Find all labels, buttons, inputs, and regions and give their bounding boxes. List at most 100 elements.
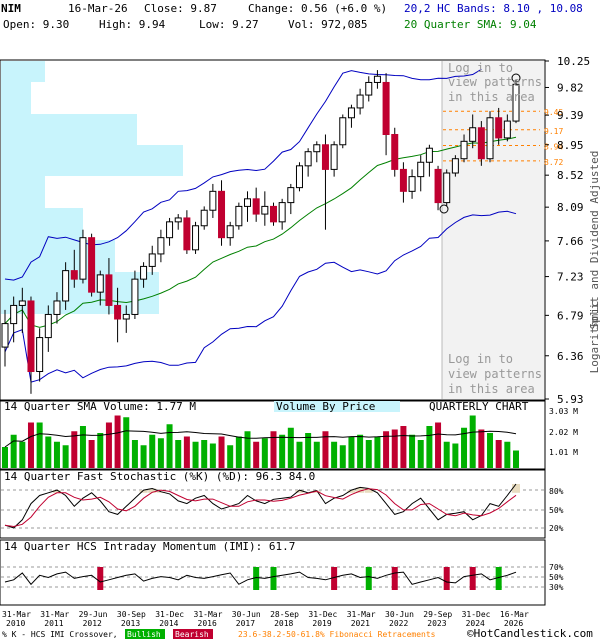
x-label-date-14: 16-Mar — [500, 610, 529, 619]
volume-bar-8 — [62, 445, 69, 468]
stochastic-panel: 14 Quarter Fast Stochastic (%K) (%D): 96… — [0, 469, 564, 539]
volume-bar-54 — [461, 427, 468, 468]
volume-tick-2: 2.02 M — [549, 428, 578, 437]
stoch-d-line — [4, 488, 517, 528]
candle-body-22 — [183, 217, 191, 251]
volume-bar-50 — [426, 426, 433, 468]
login-text-bottom-3[interactable]: in this area — [448, 382, 535, 396]
candle-body-28 — [235, 205, 243, 227]
volume-bar-33 — [279, 434, 286, 468]
candle-body-4 — [27, 300, 35, 372]
candle-body-52 — [443, 172, 451, 204]
candle-body-26 — [218, 190, 226, 239]
x-label-date-5: 31-Dec — [155, 610, 184, 619]
period-label: QUARTERLY CHART — [429, 400, 529, 413]
x-label-date-10: 31-Mar — [347, 610, 376, 619]
candle-body-47 — [399, 168, 407, 192]
stoch-overbought-fill-17 — [139, 490, 148, 493]
volume-bar-57 — [487, 433, 494, 468]
volume-bar-22 — [183, 436, 190, 468]
volume-bar-42 — [357, 434, 364, 468]
volume-bar-13 — [105, 422, 112, 468]
volume-bar-38 — [322, 431, 329, 468]
imi-title: 14 Quarter HCS Intraday Momentum (IMI): … — [4, 540, 295, 553]
volume-bar-45 — [383, 431, 390, 468]
login-text-top-1[interactable]: Log in to — [448, 61, 513, 75]
imi-bearish-cross-5 — [469, 567, 476, 590]
volume-bar-55 — [469, 415, 476, 468]
candle-body-42 — [356, 94, 364, 109]
hc-bands-label: 20,2 HC Bands: 8.10 , 10.08 — [404, 2, 583, 15]
candle-body-29 — [244, 198, 252, 207]
candle-body-33 — [278, 202, 286, 223]
candle-body-51 — [434, 168, 442, 204]
volume-bar-39 — [331, 441, 338, 468]
price-tick-label-6: 8.09 — [557, 201, 584, 214]
volume-bar-35 — [296, 441, 303, 468]
candle-body-58 — [495, 117, 503, 139]
candles — [1, 70, 520, 394]
vbp-bar-5 — [1, 176, 45, 208]
volume-bar-46 — [391, 429, 398, 468]
candle-body-30 — [252, 198, 260, 215]
volume-bar-27 — [227, 445, 234, 468]
volume-bar-4 — [27, 422, 34, 468]
x-label-year-11: 2022 — [389, 619, 408, 628]
login-text-bottom-1[interactable]: Log in to — [448, 352, 513, 366]
price-tick-label-3: 9.39 — [557, 109, 584, 122]
candle-body-17 — [140, 265, 148, 280]
volume-bar-6 — [45, 436, 52, 468]
candle-body-7 — [53, 300, 61, 315]
candle-body-36 — [304, 151, 312, 167]
copyright[interactable]: ©HotCandlestick.com — [467, 627, 593, 640]
price-tick-label-9: 6.79 — [557, 309, 584, 322]
volume-bar-60 — [513, 450, 519, 468]
login-text-top-2[interactable]: view patterns — [448, 75, 542, 89]
candle-body-32 — [269, 205, 277, 223]
imi-tick-30: 30% — [549, 583, 564, 592]
x-label-year-5: 2014 — [159, 619, 178, 628]
price-panel: 9.45 9.17 8.94 8.72 Log in to view patterns… — [0, 55, 590, 406]
volume-bar-52 — [443, 441, 450, 468]
pattern-shade — [442, 61, 544, 399]
candle-body-35 — [295, 165, 303, 189]
candle-body-44 — [373, 75, 381, 83]
candle-body-48 — [408, 176, 416, 192]
volume-bar-3 — [19, 441, 26, 468]
stoch-overbought-fill-35 — [295, 490, 304, 493]
candle-body-60 — [512, 83, 520, 122]
candle-body-27 — [226, 225, 234, 239]
bullish-swatch — [125, 629, 165, 639]
header-volume: Vol: 972,085 — [288, 18, 367, 31]
candle-body-1 — [1, 323, 9, 348]
bearish-legend: Bearish — [175, 630, 209, 639]
candle-body-25 — [209, 190, 217, 211]
stoch-overbought-fill-19 — [156, 491, 165, 493]
candle-body-59 — [503, 120, 511, 139]
price-tick-label-10: 6.36 — [557, 350, 584, 363]
split-dividend-label: Split and Dividend Adjusted — [588, 151, 600, 330]
price-axis: 10.25 9.82 9.39 8.95 8.52 8.09 7.66 7.23 6.79 6.3… — [545, 55, 590, 406]
login-text-top-3[interactable]: in this area — [448, 90, 535, 104]
sma-label: 20 Quarter SMA: 9.04 — [404, 18, 537, 31]
volume-bar-28 — [235, 436, 242, 468]
crossover-legend: % K - HCS IMI Crossover, — [2, 630, 118, 639]
candle-body-12 — [96, 274, 104, 293]
bearish-swatch — [173, 629, 213, 639]
x-label-year-12: 2023 — [427, 619, 446, 628]
bullish-legend: Bullish — [127, 630, 161, 639]
candle-body-8 — [62, 270, 70, 302]
x-label-date-3: 29-Jun — [79, 610, 108, 619]
volume-bar-31 — [261, 438, 268, 468]
candle-body-38 — [321, 144, 329, 170]
volume-bar-58 — [495, 440, 502, 468]
login-text-bottom-2[interactable]: view patterns — [448, 367, 542, 381]
x-label-year-3: 2012 — [83, 619, 102, 628]
imi-bearish-cross-4 — [443, 567, 450, 590]
imi-bullish-cross-1 — [253, 567, 260, 590]
x-label-year-10: 2021 — [351, 619, 370, 628]
x-label-date-12: 29-Sep — [423, 610, 452, 619]
header-open: Open: 9.30 — [3, 18, 69, 31]
candle-body-3 — [18, 300, 26, 306]
